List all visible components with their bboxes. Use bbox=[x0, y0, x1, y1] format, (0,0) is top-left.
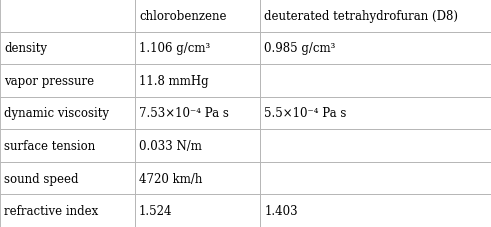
Bar bbox=[0, 97, 135, 130]
Bar bbox=[135, 130, 260, 162]
Text: refractive index: refractive index bbox=[4, 204, 98, 217]
Bar bbox=[0, 195, 135, 227]
Bar bbox=[135, 162, 260, 195]
Bar bbox=[260, 0, 491, 32]
Bar bbox=[0, 0, 135, 32]
Text: 1.403: 1.403 bbox=[264, 204, 298, 217]
Bar bbox=[135, 0, 260, 32]
Bar bbox=[135, 195, 260, 227]
Text: density: density bbox=[4, 42, 47, 55]
Text: 1.524: 1.524 bbox=[139, 204, 172, 217]
Bar bbox=[0, 162, 135, 195]
Text: vapor pressure: vapor pressure bbox=[4, 75, 94, 88]
Text: sound speed: sound speed bbox=[4, 172, 79, 185]
Bar bbox=[260, 162, 491, 195]
Bar bbox=[0, 32, 135, 65]
Text: 1.106 g/cm³: 1.106 g/cm³ bbox=[139, 42, 210, 55]
Bar bbox=[0, 130, 135, 162]
Bar bbox=[260, 97, 491, 130]
Bar bbox=[260, 32, 491, 65]
Bar bbox=[260, 130, 491, 162]
Text: 5.5×10⁻⁴ Pa s: 5.5×10⁻⁴ Pa s bbox=[264, 107, 347, 120]
Text: surface tension: surface tension bbox=[4, 139, 95, 152]
Bar bbox=[0, 65, 135, 97]
Text: 4720 km/h: 4720 km/h bbox=[139, 172, 202, 185]
Text: dynamic viscosity: dynamic viscosity bbox=[4, 107, 109, 120]
Bar bbox=[135, 32, 260, 65]
Text: chlorobenzene: chlorobenzene bbox=[139, 10, 226, 23]
Bar bbox=[135, 97, 260, 130]
Text: 11.8 mmHg: 11.8 mmHg bbox=[139, 75, 209, 88]
Text: deuterated tetrahydrofuran (D8): deuterated tetrahydrofuran (D8) bbox=[264, 10, 458, 23]
Bar bbox=[260, 65, 491, 97]
Bar bbox=[135, 65, 260, 97]
Text: 0.033 N/m: 0.033 N/m bbox=[139, 139, 202, 152]
Text: 7.53×10⁻⁴ Pa s: 7.53×10⁻⁴ Pa s bbox=[139, 107, 229, 120]
Bar bbox=[260, 195, 491, 227]
Text: 0.985 g/cm³: 0.985 g/cm³ bbox=[264, 42, 335, 55]
